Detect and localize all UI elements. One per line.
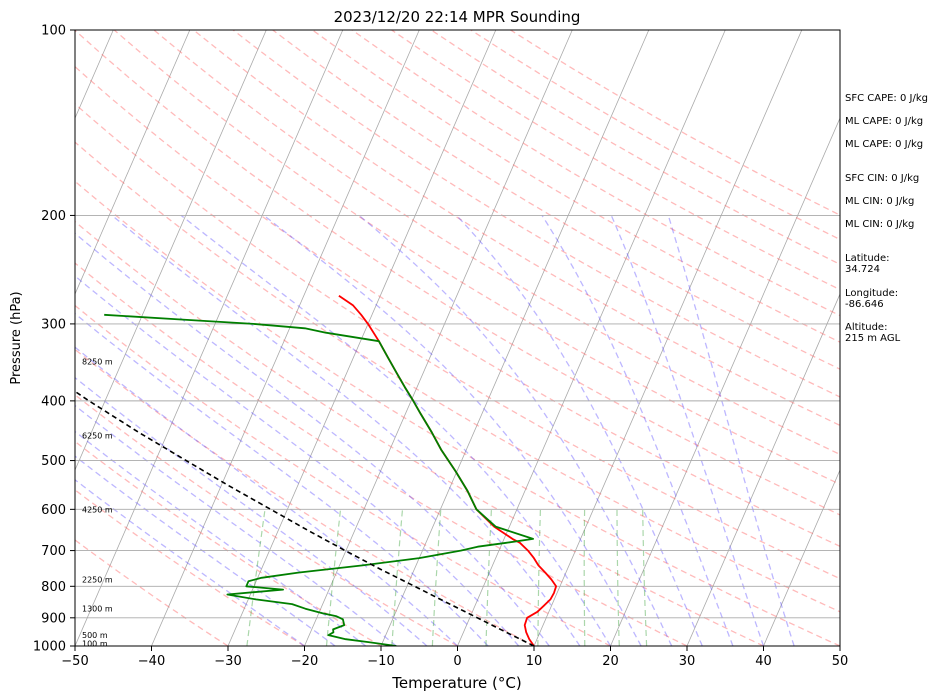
x-tick-label: 40 <box>755 654 772 669</box>
height-label: 2250 m <box>82 576 113 585</box>
x-tick-label: −20 <box>291 654 318 669</box>
background-lines <box>75 30 840 646</box>
stat-entry: SFC CIN: 0 J/kg <box>845 173 920 184</box>
y-axis-label: Pressure (hPa) <box>9 291 24 384</box>
moist-adiabat <box>75 404 397 646</box>
moist-adiabat <box>75 312 489 646</box>
isotherm-line <box>533 30 803 646</box>
stat-entry: SFC CAPE: 0 J/kg <box>845 93 928 104</box>
dry-adiabat <box>75 30 840 516</box>
y-tick-label: 200 <box>41 209 66 224</box>
data-lines <box>75 294 557 646</box>
height-label: 100 m <box>82 639 108 648</box>
moist-adiabat <box>263 214 642 646</box>
isotherm-line <box>75 30 267 472</box>
dry-adiabat <box>75 220 764 646</box>
x-tick-label: 10 <box>526 654 543 669</box>
dry-adiabat <box>75 440 382 646</box>
height-label: 6250 m <box>82 431 113 440</box>
dry-adiabat <box>75 180 840 646</box>
x-tick-label: 20 <box>602 654 619 669</box>
y-tick-label: 700 <box>41 544 66 559</box>
stat-entry: Altitude: 215 m AGL <box>845 322 901 344</box>
isotherm-line <box>151 30 420 646</box>
x-tick-label: 30 <box>679 654 696 669</box>
height-label: 4250 m <box>82 505 113 514</box>
y-tick-label: 400 <box>41 394 66 409</box>
plot-area <box>75 30 840 646</box>
moist-adiabat <box>75 275 520 646</box>
x-axis-label: Temperature (°C) <box>391 674 521 692</box>
y-tick-label: 600 <box>41 503 66 518</box>
x-tick-label: −30 <box>214 654 241 669</box>
dewpoint-line <box>104 313 534 646</box>
dry-adiabat <box>75 103 840 580</box>
dry-adiabat <box>351 30 840 317</box>
x-tick-label: −10 <box>367 654 394 669</box>
stat-entry: Latitude: 34.724 <box>845 253 890 275</box>
dry-adiabat <box>312 30 840 343</box>
dry-adiabat <box>75 393 458 646</box>
height-label: 1300 m <box>82 605 113 614</box>
isotherm-line <box>304 30 573 646</box>
x-tick-label: 50 <box>832 654 849 669</box>
x-tick-label: −50 <box>61 654 88 669</box>
height-label: 8250 m <box>82 357 113 366</box>
stat-entry: Longitude: -86.646 <box>845 288 899 310</box>
dry-adiabat <box>75 65 840 547</box>
y-tick-label: 500 <box>41 454 66 469</box>
x-axis: −50 −40 −30 −20 −10 0 10 20 30 40 50 <box>61 646 848 669</box>
y-tick-label: 300 <box>41 317 66 332</box>
parcel-line <box>75 390 535 646</box>
stat-entry: ML CAPE: 0 J/kg <box>845 139 924 150</box>
dry-adiabat <box>75 262 688 646</box>
dry-adiabat <box>153 30 840 456</box>
x-tick-label: 0 <box>453 654 461 669</box>
isotherm-line <box>610 117 840 646</box>
stat-entry: ML CIN: 0 J/kg <box>845 196 915 207</box>
x-tick-label: −40 <box>138 654 165 669</box>
dry-adiabat <box>75 348 535 646</box>
stat-entry: ML CAPE: 0 J/kg <box>845 116 924 127</box>
moist-adiabat <box>541 215 734 646</box>
y-tick-label: 800 <box>41 580 66 595</box>
dry-adiabat <box>75 304 611 646</box>
y-axis: 1000 900 800 700 600 500 400 300 200 100 <box>33 24 75 655</box>
y-tick-label: 900 <box>41 611 66 626</box>
chart-title: 2023/12/20 22:14 MPR Sounding <box>334 8 581 26</box>
isotherm-line <box>75 30 344 646</box>
dry-adiabat <box>193 30 840 427</box>
y-tick-label: 100 <box>41 24 66 39</box>
dry-adiabat <box>75 489 305 646</box>
height-label: 500 m <box>82 631 108 640</box>
isotherm-line <box>686 293 840 646</box>
isotherm-line <box>380 30 650 646</box>
y-tick-label: 1000 <box>33 640 66 655</box>
isotherm-line <box>75 30 191 296</box>
isobar-grid <box>75 30 840 646</box>
stat-entry: ML CIN: 0 J/kg <box>845 219 915 230</box>
moist-adiabat <box>456 214 703 646</box>
isotherm-line <box>763 469 840 646</box>
